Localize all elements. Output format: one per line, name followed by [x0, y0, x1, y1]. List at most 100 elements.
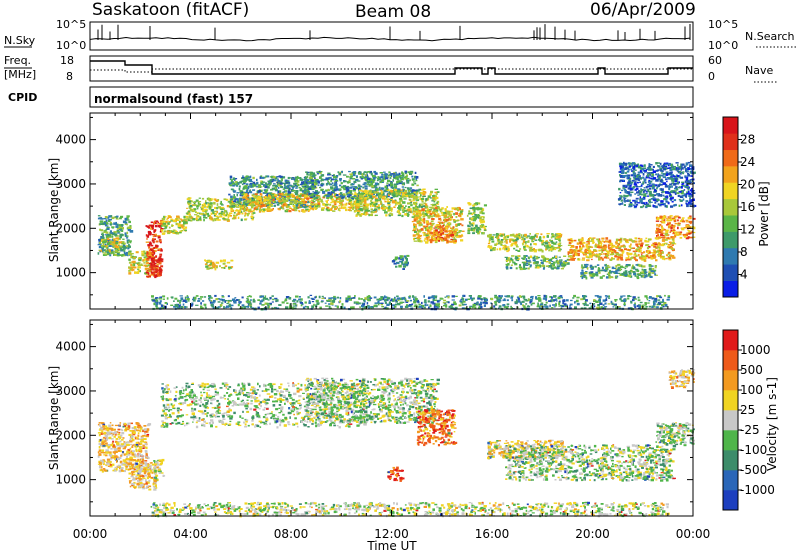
heatmap-cell: [125, 251, 129, 255]
heatmap-cell: [305, 181, 308, 184]
heatmap-cell: [330, 188, 334, 190]
heatmap-cell: [357, 207, 361, 210]
heatmap-cell: [677, 222, 681, 225]
heatmap-cell: [586, 241, 590, 243]
heatmap-cell: [420, 203, 424, 205]
heatmap-cell: [412, 197, 416, 200]
heatmap-cell: [655, 231, 659, 234]
heatmap-cell: [654, 243, 658, 246]
heatmap-cell: [434, 209, 437, 213]
heatmap-cell: [148, 256, 152, 259]
heatmap-cell: [499, 233, 502, 235]
heatmap-cell: [325, 178, 329, 180]
heatmap-cell: [403, 192, 407, 194]
heatmap-cell: [612, 271, 615, 274]
heatmap-cell: [412, 199, 415, 202]
heatmap-cell: [670, 218, 672, 220]
heatmap-cell: [178, 227, 181, 229]
heatmap-cell: [259, 196, 263, 200]
heatmap-cell: [641, 271, 644, 274]
heatmap-cell: [410, 195, 413, 198]
heatmap-cell: [317, 184, 320, 186]
heatmap-cell: [276, 197, 280, 200]
heatmap-cell: [426, 208, 429, 211]
heatmap-cell: [644, 275, 648, 278]
heatmap-cell: [648, 273, 651, 276]
heatmap-cell: [332, 204, 335, 207]
heatmap-cell: [97, 215, 101, 217]
heatmap-cell: [504, 244, 507, 247]
heatmap-cell: [298, 202, 301, 205]
heatmap-cell: [160, 229, 162, 231]
heatmap-cell: [148, 264, 151, 266]
heatmap-cell: [665, 218, 669, 220]
heatmap-cell: [399, 191, 402, 194]
heatmap-cell: [242, 186, 246, 189]
heatmap-cell: [369, 181, 372, 183]
heatmap-cell: [405, 263, 409, 266]
heatmap-cell: [116, 229, 120, 232]
heatmap-cell: [272, 201, 275, 203]
heatmap-cell: [394, 204, 397, 207]
heatmap-cell: [336, 188, 339, 191]
heatmap-cell: [331, 200, 335, 203]
heatmap-cell: [351, 178, 356, 180]
heatmap-cell: [183, 218, 187, 221]
heatmap-cell: [160, 228, 164, 230]
heatmap-cell: [622, 244, 625, 247]
heatmap-cell: [387, 192, 390, 194]
heatmap-cell: [526, 244, 529, 248]
heatmap-cell: [354, 200, 357, 203]
heatmap-cell: [107, 237, 109, 240]
heatmap-cell: [157, 258, 161, 261]
heatmap-cell: [627, 249, 632, 251]
heatmap-cell: [640, 244, 643, 247]
heatmap-cell: [607, 264, 610, 267]
heatmap-cell: [202, 209, 205, 212]
heatmap-cell: [260, 193, 263, 196]
heatmap-cell: [365, 205, 369, 208]
heatmap-cell: [428, 223, 430, 225]
heatmap-cell: [422, 195, 426, 197]
heatmap-cell: [639, 246, 642, 250]
heatmap-cell: [195, 211, 197, 213]
heatmap-cell: [121, 249, 125, 251]
heatmap-cell: [461, 230, 465, 232]
heatmap-cell: [229, 175, 233, 179]
heatmap-cell: [402, 211, 405, 213]
heatmap-cell: [308, 174, 311, 176]
heatmap-cell: [475, 202, 479, 205]
heatmap-cell: [448, 212, 451, 214]
heatmap-cell: [361, 173, 364, 176]
heatmap-cell: [158, 225, 162, 228]
heatmap-cell: [116, 215, 119, 218]
heatmap-cell: [532, 235, 536, 239]
heatmap-cell: [540, 248, 543, 251]
heatmap-cell: [119, 217, 122, 220]
heatmap-cell: [231, 207, 233, 209]
heatmap-cell: [162, 220, 166, 222]
heatmap-cell: [555, 260, 558, 263]
heatmap-cell: [345, 186, 348, 189]
heatmap-cell: [612, 253, 615, 255]
heatmap-cell: [263, 184, 265, 187]
heatmap-cell: [663, 242, 666, 245]
heatmap-cell: [187, 210, 191, 213]
heatmap-cell: [125, 234, 128, 237]
heatmap-cell: [683, 235, 687, 238]
heatmap-cell: [597, 256, 601, 258]
heatmap-cell: [108, 219, 111, 223]
heatmap-cell: [436, 200, 440, 203]
heatmap-cell: [328, 182, 331, 185]
heatmap-cell: [263, 181, 266, 183]
heatmap-cell: [254, 195, 258, 197]
heatmap-cell: [373, 185, 377, 188]
heatmap-cell: [99, 217, 103, 219]
heatmap-cell: [372, 204, 375, 207]
heatmap-cell: [637, 237, 641, 240]
heatmap-cell: [472, 204, 475, 207]
heatmap-cell: [290, 193, 294, 196]
heatmap-cell: [380, 179, 382, 181]
heatmap-cell: [520, 268, 523, 270]
heatmap-cell: [425, 228, 429, 231]
